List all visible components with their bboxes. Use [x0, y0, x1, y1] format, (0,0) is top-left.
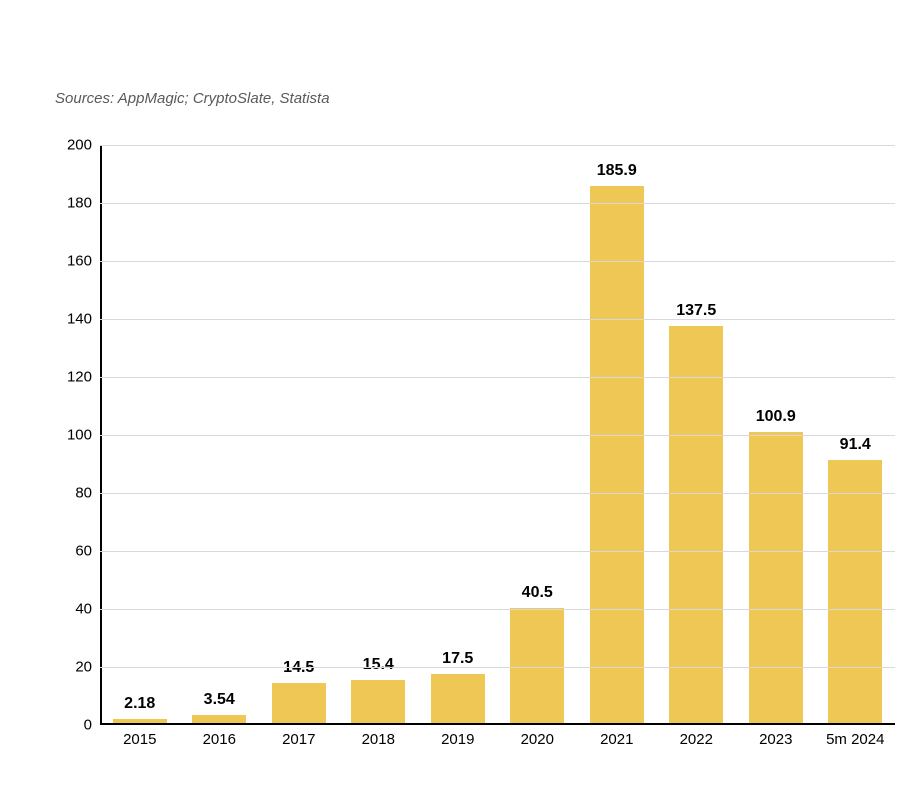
grid-line: [100, 609, 895, 610]
x-tick-label: 2016: [203, 731, 236, 748]
bar: [431, 674, 485, 725]
x-tick-label: 2020: [521, 731, 554, 748]
grid-line: [100, 203, 895, 204]
bar-value-label: 2.18: [124, 695, 155, 713]
grid-line: [100, 319, 895, 320]
y-tick-label: 80: [75, 485, 92, 502]
chart-plot-area: 2.183.5414.515.417.540.5185.9137.5100.99…: [100, 145, 895, 725]
y-tick-label: 20: [75, 659, 92, 676]
y-tick-label: 200: [67, 137, 92, 154]
grid-line: [100, 377, 895, 378]
bar-value-label: 100.9: [756, 408, 796, 426]
bar-value-label: 15.4: [363, 656, 394, 674]
bar: [351, 680, 405, 725]
bar-value-label: 185.9: [597, 162, 637, 180]
bar: [749, 432, 803, 725]
grid-line: [100, 551, 895, 552]
y-tick-label: 160: [67, 253, 92, 270]
y-tick-label: 40: [75, 601, 92, 618]
x-tick-label: 2017: [282, 731, 315, 748]
bar-value-label: 137.5: [676, 302, 716, 320]
bar: [272, 683, 326, 725]
x-tick-label: 2022: [680, 731, 713, 748]
x-tick-label: 2015: [123, 731, 156, 748]
y-tick-label: 0: [84, 717, 92, 734]
x-tick-label: 2023: [759, 731, 792, 748]
x-tick-label: 5m 2024: [826, 731, 884, 748]
bar: [828, 460, 882, 725]
y-tick-label: 120: [67, 369, 92, 386]
grid-line: [100, 667, 895, 668]
y-tick-label: 140: [67, 311, 92, 328]
x-tick-label: 2018: [362, 731, 395, 748]
bar-value-label: 3.54: [204, 691, 235, 709]
y-axis-labels: 020406080100120140160180200: [0, 145, 100, 725]
bar: [669, 326, 723, 725]
y-tick-label: 100: [67, 427, 92, 444]
x-axis-labels: 2015 2016 2017 2018 2019 2020 2021 2022 2023 5m 2…: [100, 725, 895, 755]
x-tick-label: 2019: [441, 731, 474, 748]
bar-value-label: 17.5: [442, 650, 473, 668]
x-tick-label: 2021: [600, 731, 633, 748]
bar-value-label: 91.4: [840, 436, 871, 454]
y-tick-label: 60: [75, 543, 92, 560]
source-citation: Sources: AppMagic; CryptoSlate, Statista: [55, 90, 330, 107]
grid-line: [100, 435, 895, 436]
y-tick-label: 180: [67, 195, 92, 212]
grid-line: [100, 261, 895, 262]
bar: [590, 186, 644, 725]
grid-line: [100, 493, 895, 494]
grid-line: [100, 145, 895, 146]
bar-value-label: 40.5: [522, 584, 553, 602]
